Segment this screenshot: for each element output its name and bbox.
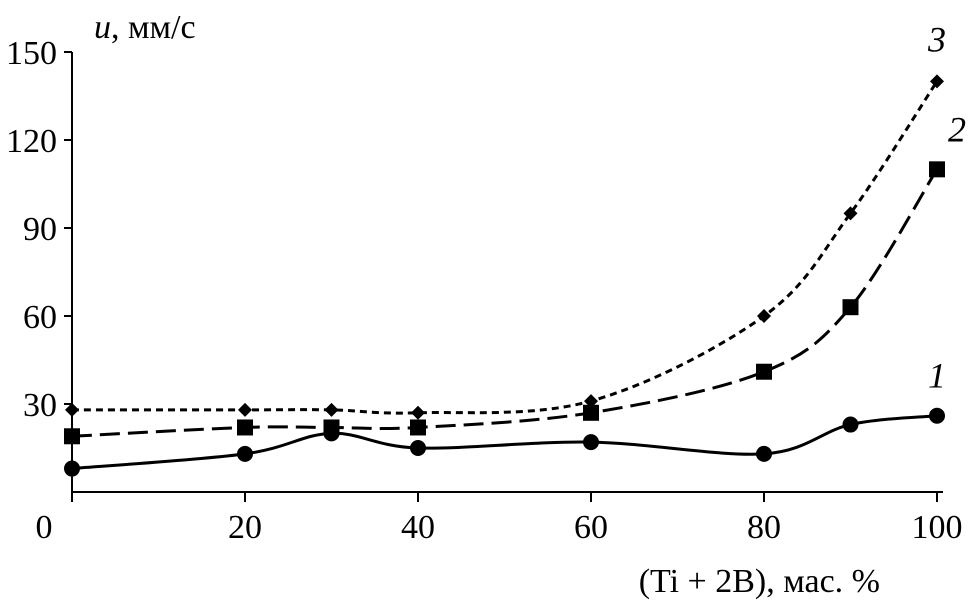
series-3-point-80: [757, 309, 771, 323]
series-3-label: 3: [927, 19, 946, 59]
series-1-point-20: [237, 445, 253, 462]
series-lines: [71, 80, 939, 471]
ticks: 0 20 40 60 80 100 30 60 90 120 150: [6, 35, 963, 546]
series-2-line: [71, 168, 939, 438]
series-2-label: 2: [948, 109, 966, 149]
series-3-point-0: [65, 402, 79, 417]
series-3-point-30: [324, 402, 339, 417]
series-3-point-100: [930, 74, 944, 89]
y-axis-title: u, мм/с: [94, 9, 196, 46]
series-3-point-20: [238, 402, 252, 417]
series-2-point-30: [323, 419, 340, 436]
series-3-point-40: [411, 405, 425, 420]
x-tick-label-100: 100: [912, 509, 963, 546]
series-1-label: 1: [928, 356, 946, 396]
x-tick-label-80: 80: [747, 509, 781, 546]
series-2-point-80: [756, 363, 772, 380]
series-2-point-20: [237, 419, 253, 436]
series-2-point-100: [929, 161, 945, 178]
x-tick-label-40: 40: [401, 509, 435, 546]
y-tick-label-30: 30: [23, 387, 57, 424]
series-1-point-80: [756, 445, 772, 462]
series-3-line: [71, 80, 939, 415]
series-1-point-90: [842, 416, 859, 433]
series-1-point-0: [64, 460, 80, 477]
y-tick-label-150: 150: [6, 35, 57, 72]
series-markers: [64, 74, 945, 477]
y-tick-label-90: 90: [23, 211, 57, 248]
y-tick-label-60: 60: [23, 299, 57, 336]
x-tick-label-60: 60: [574, 509, 608, 546]
series-2-point-90: [842, 299, 859, 316]
series-3-point-60: [584, 394, 598, 409]
x-axis-title: (Ti + 2B), мас. %: [639, 563, 880, 600]
series-2-point-0: [64, 428, 80, 445]
series-labels: 1 2 3: [927, 19, 966, 395]
series-1-point-60: [583, 434, 599, 451]
y-axis-unit: , мм/с: [111, 9, 196, 46]
series-1-point-100: [929, 407, 945, 424]
y-axis-symbol: u: [94, 9, 111, 46]
series-3-point-90: [843, 206, 858, 221]
x-tick-label-0: 0: [36, 509, 53, 546]
x-tick-label-20: 20: [228, 509, 262, 546]
series-2-point-40: [410, 419, 426, 436]
series-1-point-40: [410, 440, 426, 456]
y-tick-label-120: 120: [6, 123, 57, 160]
series-2-point-60: [583, 404, 599, 421]
